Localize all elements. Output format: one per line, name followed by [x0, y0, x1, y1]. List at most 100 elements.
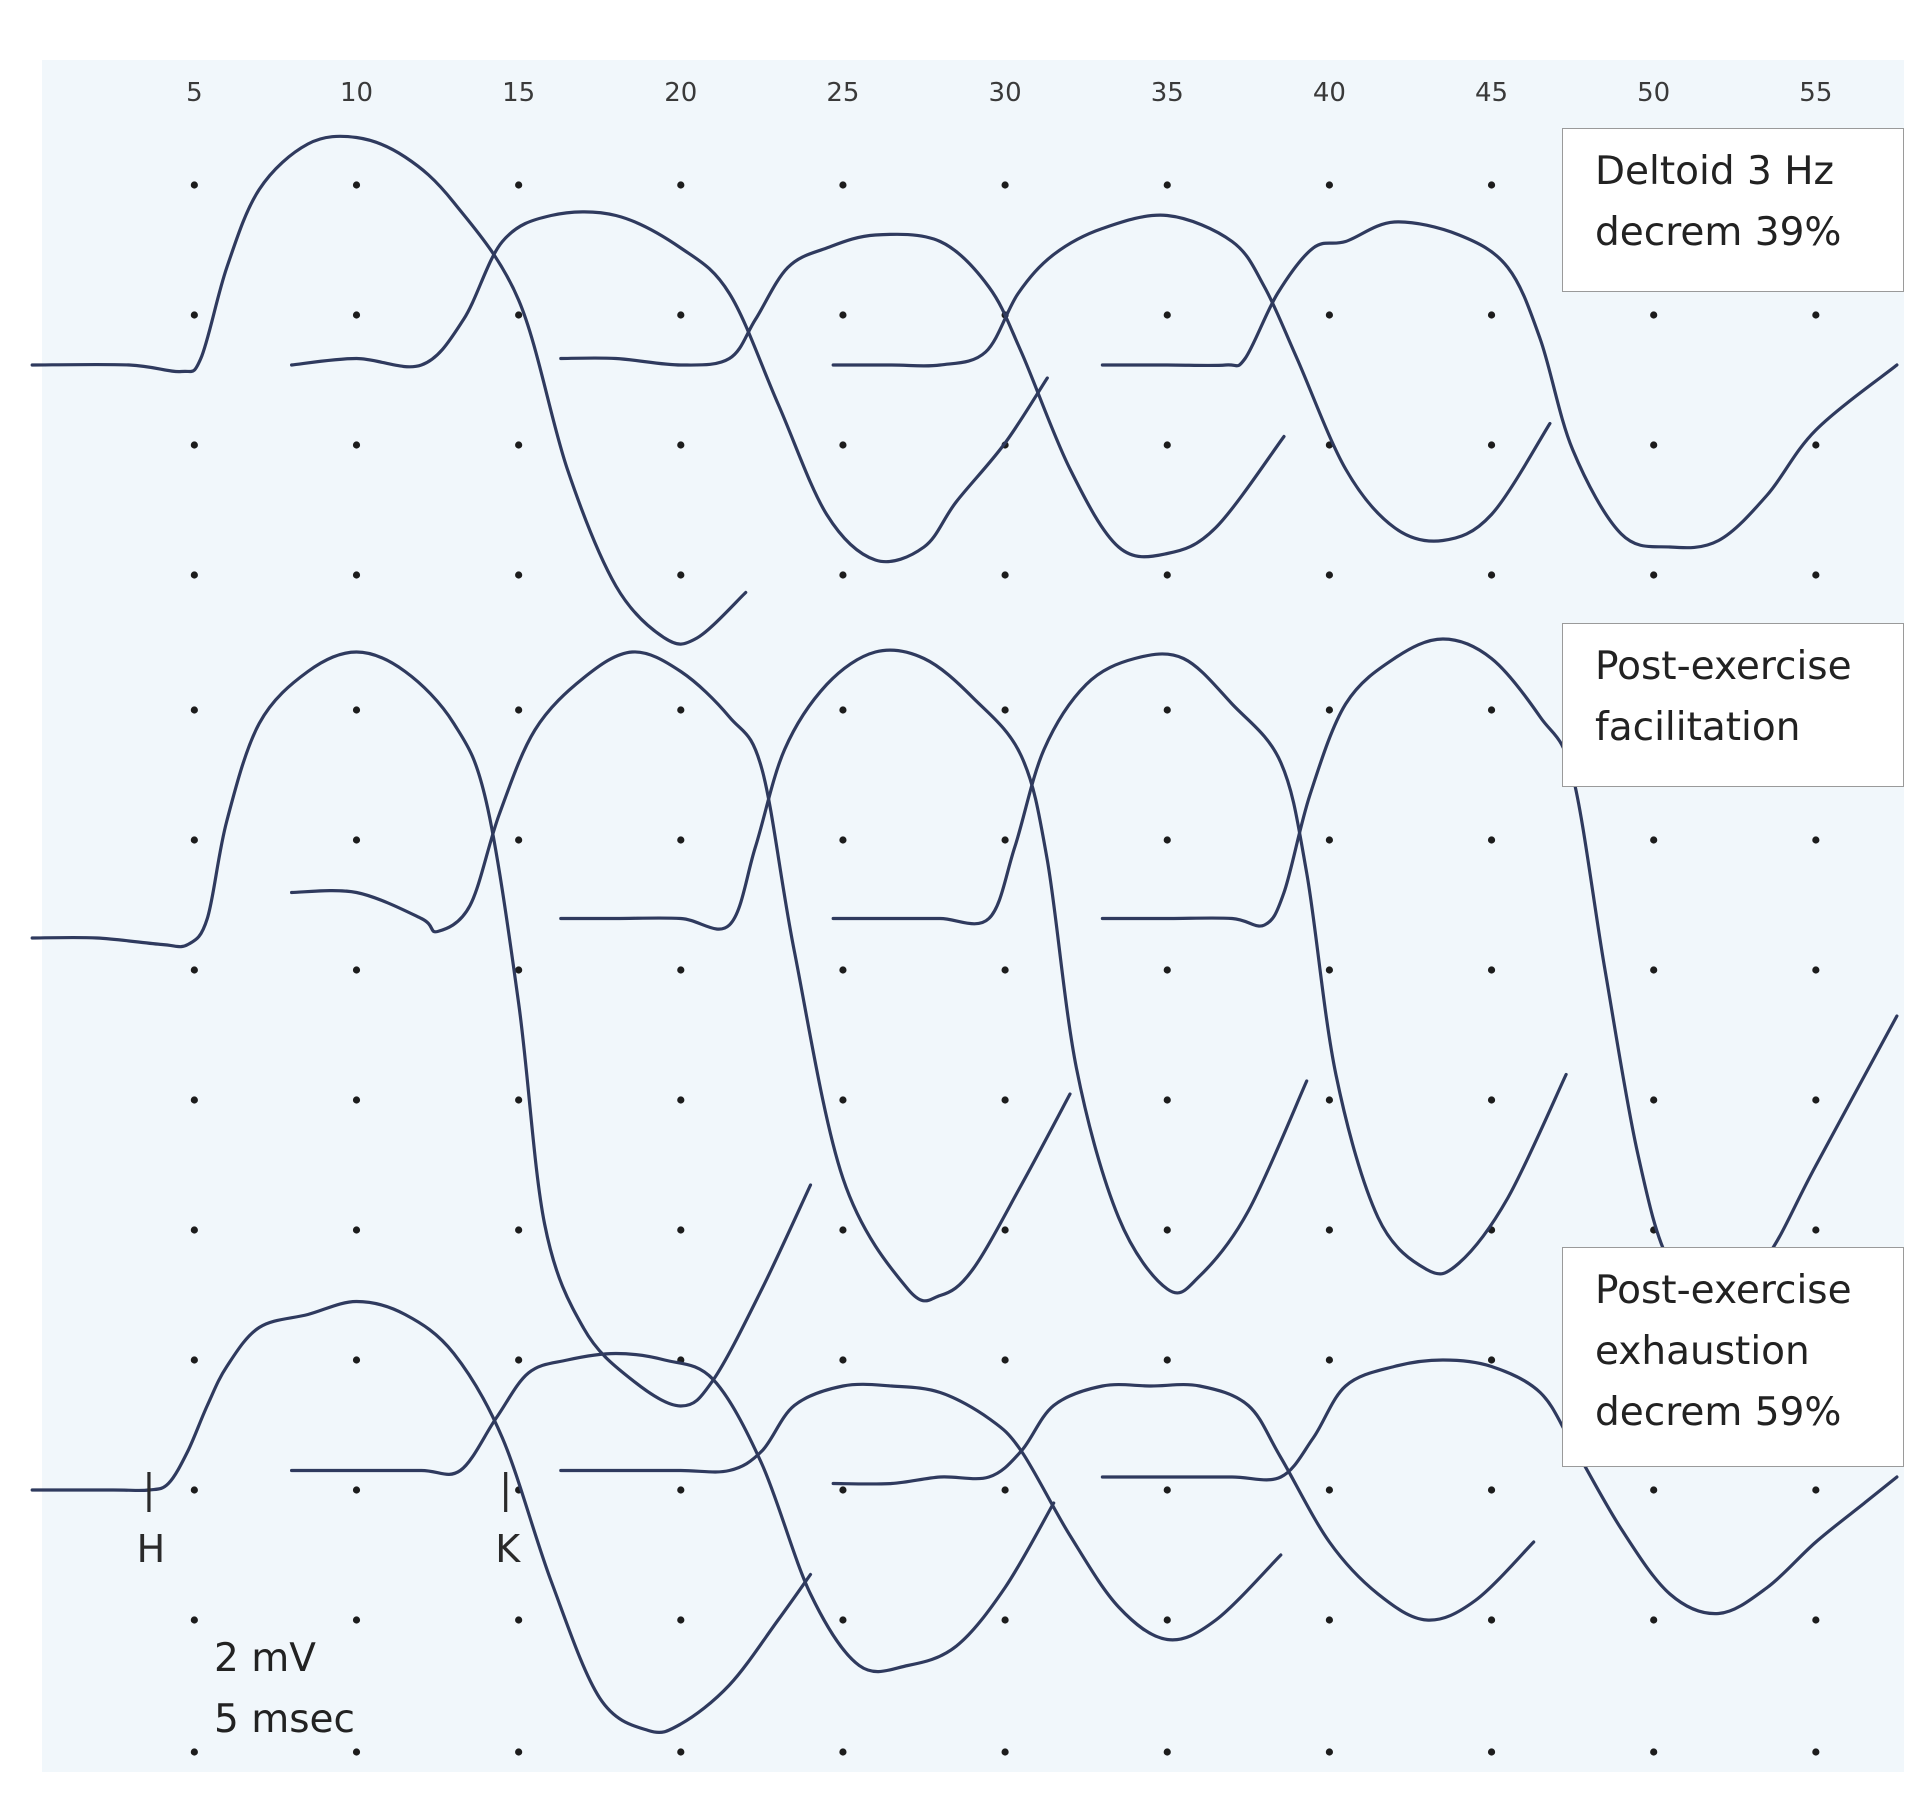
grid-dot [677, 966, 685, 974]
marker-label: H [137, 1527, 166, 1571]
grid-dot [1325, 836, 1333, 844]
grid-dot [1001, 1356, 1009, 1364]
grid-dot [1001, 706, 1009, 714]
grid-dot [1650, 571, 1658, 579]
grid-dot [1163, 441, 1171, 449]
grid-dot [515, 1356, 523, 1364]
grid-dot [839, 1748, 847, 1756]
grid-dot [1325, 181, 1333, 189]
grid-dot [1650, 1096, 1658, 1104]
grid-dot [352, 1226, 361, 1234]
grid-dot [839, 1616, 847, 1624]
grid-dot [1001, 1096, 1009, 1104]
grid-dot [190, 1486, 198, 1494]
grid-dot [352, 1356, 361, 1364]
grid-dot [839, 311, 847, 319]
grid-dot [1325, 1096, 1333, 1104]
grid-dot [839, 1486, 847, 1494]
x-tick-label: 10 [340, 78, 373, 108]
grid-dot [352, 1748, 361, 1756]
grid-dot [677, 181, 685, 189]
grid-dot [677, 1226, 685, 1234]
grid-dot [1325, 706, 1333, 714]
grid-dot [1163, 1226, 1171, 1234]
grid-dot [1325, 1356, 1333, 1364]
grid-dot [839, 706, 847, 714]
grid-dot [1487, 1356, 1496, 1364]
grid-dot [515, 966, 523, 974]
grid-dot [1650, 836, 1658, 844]
grid-dot [1163, 1616, 1171, 1624]
grid-dot [1001, 1748, 1009, 1756]
x-tick-label: 35 [1151, 78, 1184, 108]
voltage-scale-label: 2 mV [214, 1636, 316, 1681]
grid-dot [1487, 1096, 1496, 1104]
grid-dot [677, 1486, 685, 1494]
grid-dot [1650, 311, 1658, 319]
marker-label: K [495, 1527, 521, 1571]
grid-dot [1001, 1226, 1009, 1234]
grid-dot [839, 1096, 847, 1104]
grid-dot [1001, 836, 1009, 844]
grid-dot [1812, 1748, 1820, 1756]
grid-dot [515, 1616, 523, 1624]
trace-line [559, 648, 1309, 1295]
grid-dot [352, 311, 361, 319]
grid-dot [1487, 571, 1496, 579]
grid-dot [1487, 966, 1496, 974]
grid-dot [352, 706, 361, 714]
panel-label-deltoid: Deltoid 3 Hz decrem 39% [1562, 128, 1904, 292]
grid-dot [1163, 836, 1171, 844]
grid-dot [839, 1226, 847, 1234]
grid-dot [1650, 966, 1658, 974]
grid-dot [1001, 1486, 1009, 1494]
grid-dot [1487, 181, 1496, 189]
grid-dot [515, 571, 523, 579]
grid-dot [352, 1096, 361, 1104]
grid-dot [1325, 311, 1333, 319]
x-tick-labels: 5 10 15 20 25 30 35 40 45 50 55 [186, 78, 1832, 108]
panel-label-line: exhaustion [1595, 1329, 1810, 1374]
grid-dot [1487, 441, 1496, 449]
panel-label-line: decrem 59% [1595, 1390, 1842, 1435]
grid-dot [677, 571, 685, 579]
grid-dot [677, 1748, 685, 1756]
grid-dot [1812, 1096, 1820, 1104]
grid-dot [1487, 706, 1496, 714]
grid-dot [190, 1748, 198, 1756]
trace-line [290, 650, 1072, 1303]
grid-dot [190, 1616, 198, 1624]
x-tick-label: 25 [826, 78, 859, 108]
grid-dot [1812, 441, 1820, 449]
grid-dot [839, 1356, 847, 1364]
grid-dot [1325, 1486, 1333, 1494]
grid-dot [352, 571, 361, 579]
grid-dot [1812, 1616, 1820, 1624]
grid-dot [677, 311, 685, 319]
trace-line [30, 1299, 813, 1734]
grid-dot [1650, 1748, 1658, 1756]
grid-dot [190, 441, 198, 449]
grid-dot [190, 571, 198, 579]
panel-label-exhaustion: Post-exercise exhaustion decrem 59% [1562, 1247, 1904, 1467]
x-tick-label: 5 [186, 78, 203, 108]
grid-dot [1001, 571, 1009, 579]
panel-label-line: Deltoid 3 Hz [1595, 149, 1835, 194]
x-tick-label: 40 [1313, 78, 1346, 108]
x-tick-label: 50 [1637, 78, 1670, 108]
grid-dot [515, 1748, 523, 1756]
grid-dot [1325, 1616, 1333, 1624]
x-tick-label: 20 [664, 78, 697, 108]
grid-dot [1650, 1616, 1658, 1624]
panel-label-line: decrem 39% [1595, 210, 1842, 255]
grid-dot [1487, 1486, 1496, 1494]
grid-dot [677, 1096, 685, 1104]
grid-dot [1650, 1486, 1658, 1494]
grid-dot [1163, 966, 1171, 974]
x-tick-label: 15 [502, 78, 535, 108]
grid-dot [190, 1356, 198, 1364]
grid-dot [1812, 836, 1820, 844]
traces [30, 134, 1899, 1734]
grid-dot [1325, 1748, 1333, 1756]
